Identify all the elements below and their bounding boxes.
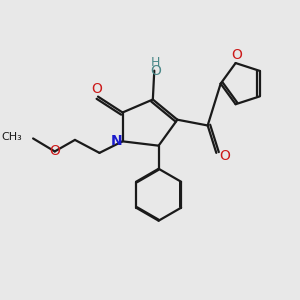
Text: O: O <box>49 144 60 158</box>
Text: O: O <box>220 149 230 163</box>
Text: H: H <box>151 56 160 69</box>
Text: O: O <box>232 48 242 62</box>
Text: O: O <box>91 82 102 96</box>
Text: CH₃: CH₃ <box>2 132 22 142</box>
Text: N: N <box>110 134 122 148</box>
Text: O: O <box>150 64 161 78</box>
